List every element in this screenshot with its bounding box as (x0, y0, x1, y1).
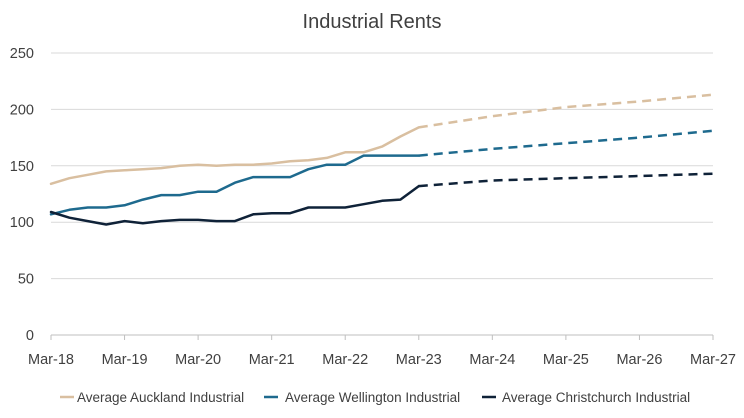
legend: Average Auckland Industrial Average Welli… (60, 390, 690, 405)
x-tick-label: Mar-19 (102, 352, 148, 368)
series-line-1 (49, 126, 421, 186)
axes: 0 50 100 150 200 250 Mar-18 Mar-19 Mar-20 Mar-21 M… (10, 46, 736, 368)
plot-area (49, 93, 714, 226)
y-tick-label: 0 (26, 328, 34, 344)
series-forecast-line-3 (418, 172, 714, 188)
gridlines (51, 52, 713, 280)
y-tick-label: 100 (10, 215, 34, 231)
x-tick-label: Mar-22 (322, 352, 368, 368)
x-tick-label: Mar-24 (469, 352, 515, 368)
y-tick-label: 200 (10, 102, 34, 118)
x-tick-label: Mar-25 (543, 352, 589, 368)
x-tick-label: Mar-20 (175, 352, 221, 368)
x-tick-label: Mar-23 (396, 352, 442, 368)
y-tick-label: 50 (18, 272, 34, 288)
series-line-2 (49, 154, 421, 216)
series-forecast-line-1 (418, 93, 714, 129)
y-tick-label: 250 (10, 46, 34, 62)
x-tick-label: Mar-27 (690, 352, 736, 368)
x-tick-label: Mar-26 (616, 352, 662, 368)
chart-title: Industrial Rents (303, 11, 442, 33)
series-forecast-line-2 (418, 129, 714, 157)
legend-label-1: Average Auckland Industrial (77, 390, 244, 405)
y-tick-label: 150 (10, 159, 34, 175)
series-line-3 (49, 184, 421, 226)
x-tick-label: Mar-18 (28, 352, 74, 368)
legend-label-3: Average Christchurch Industrial (502, 390, 690, 405)
legend-label-2: Average Wellington Industrial (285, 390, 460, 405)
x-tick-label: Mar-21 (249, 352, 295, 368)
